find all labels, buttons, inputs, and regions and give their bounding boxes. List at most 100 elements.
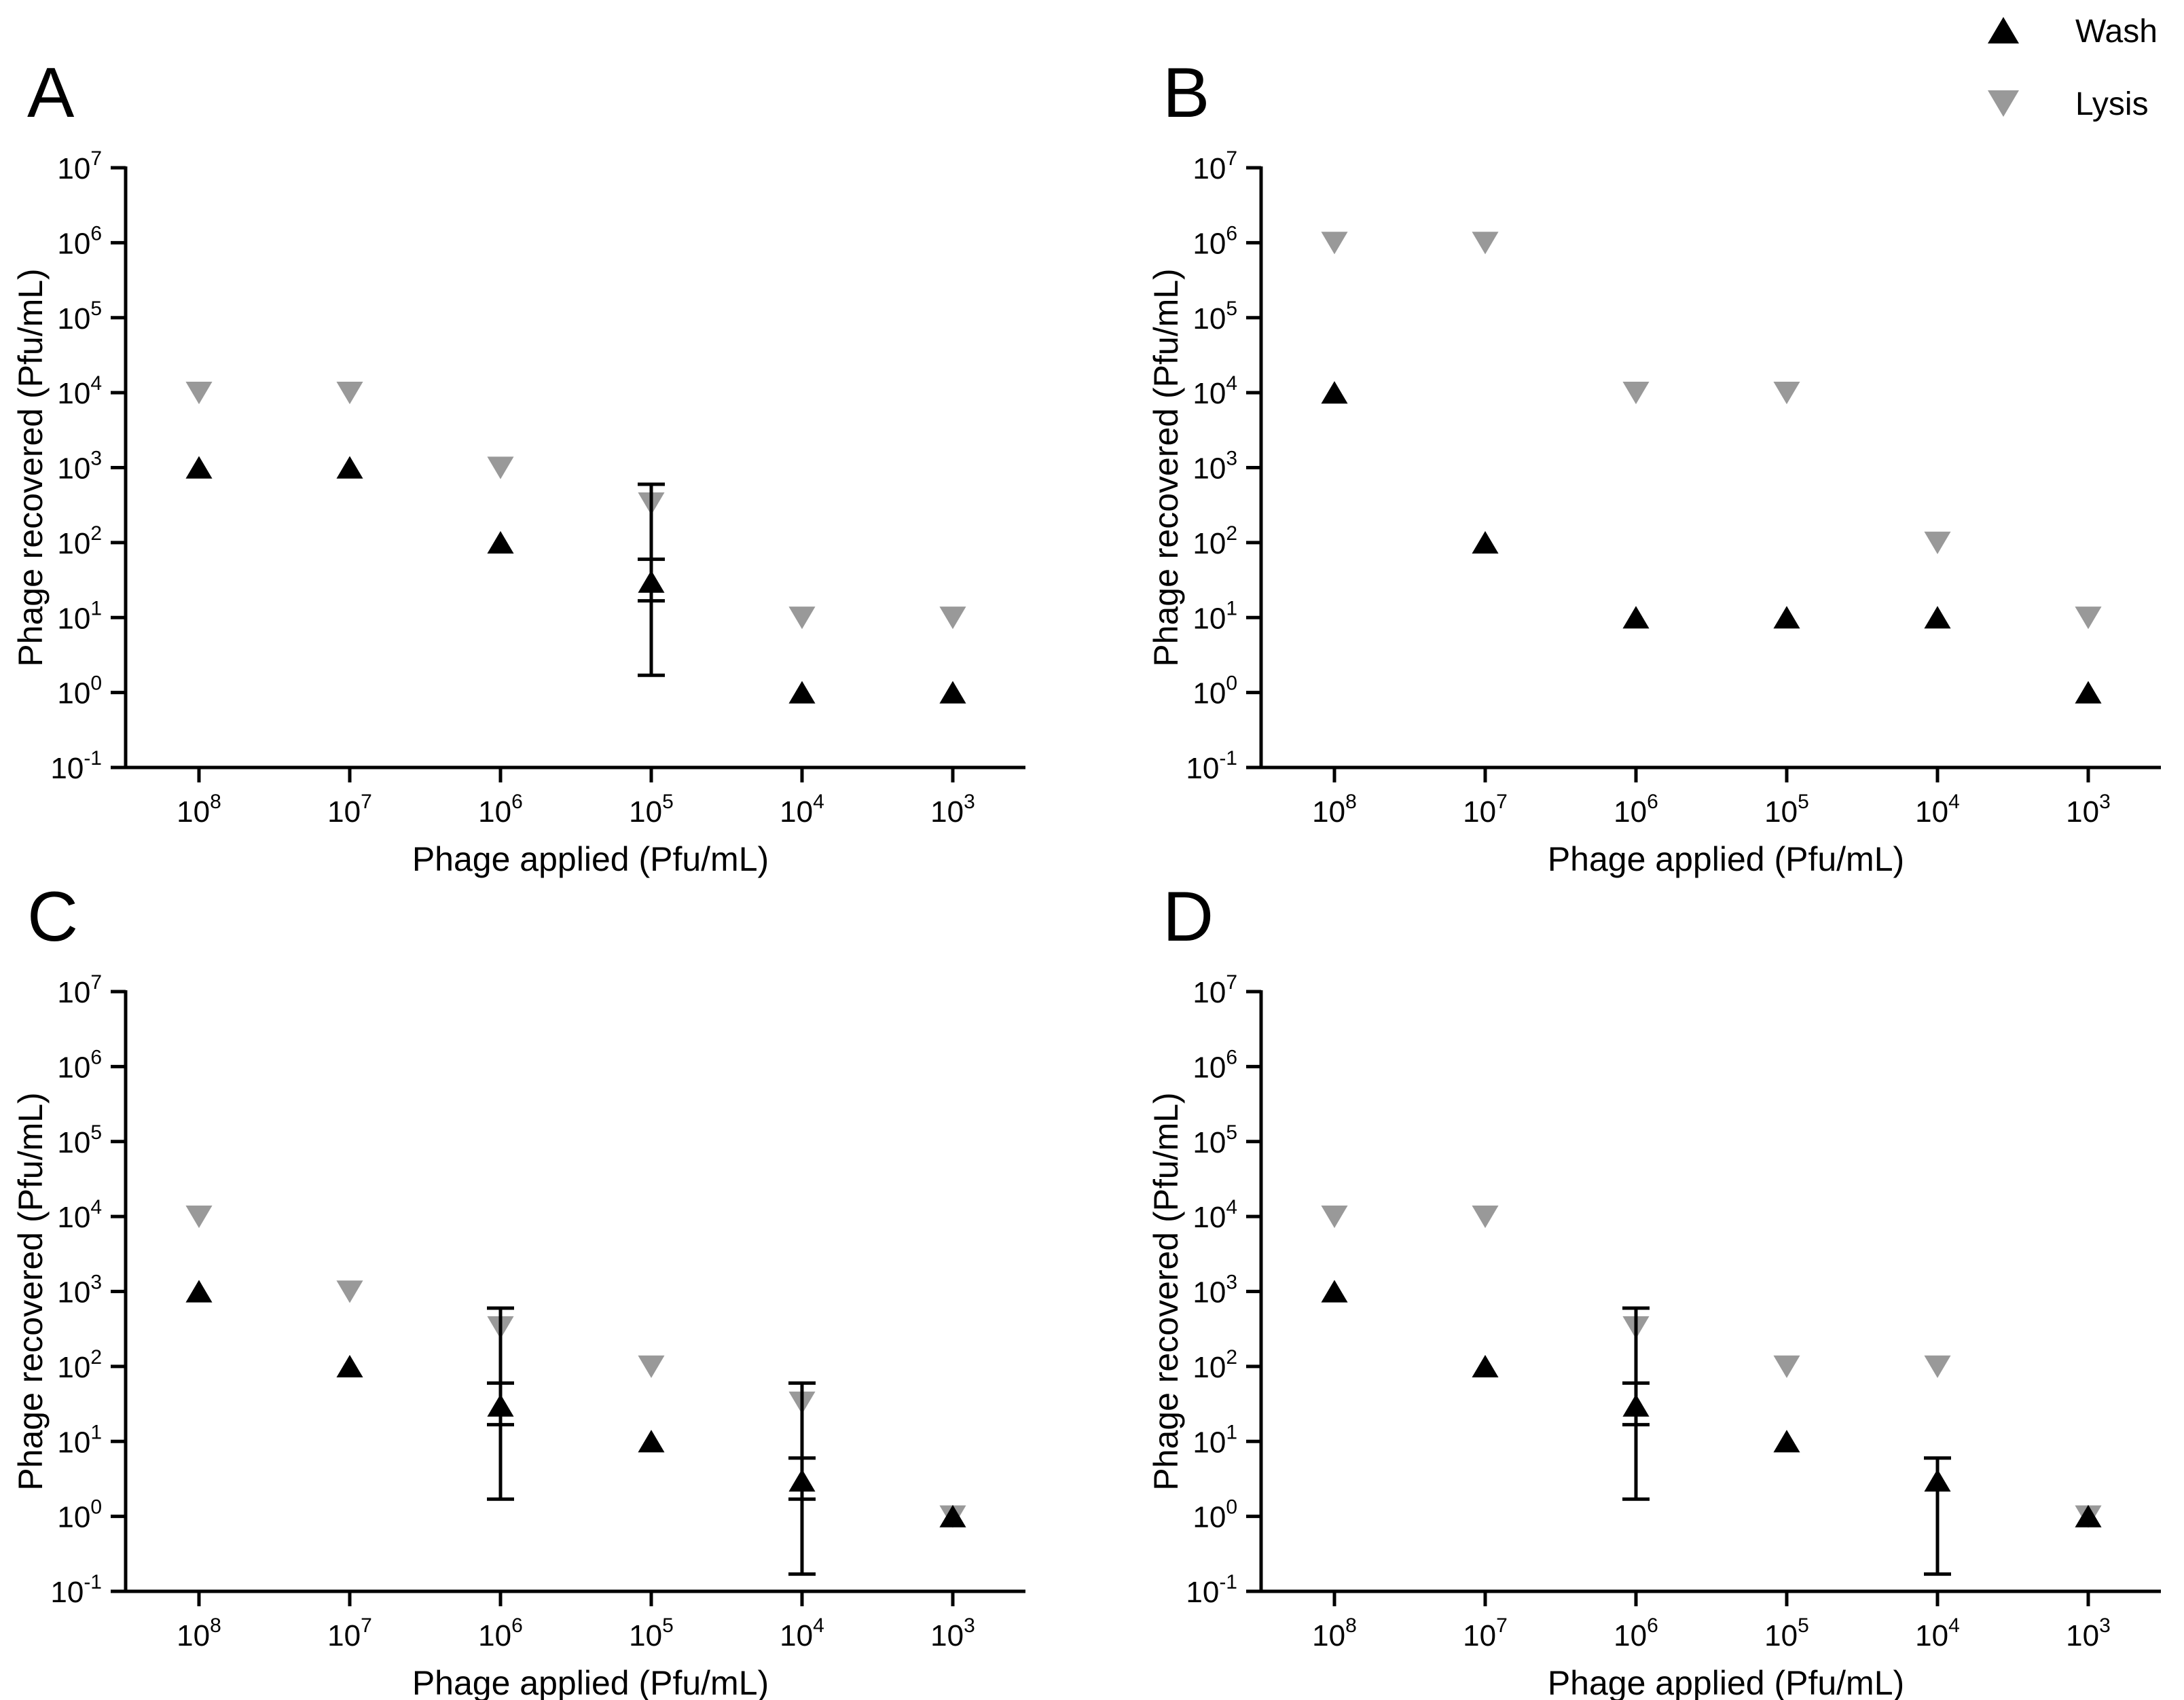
x-tick-base: 10: [2066, 795, 2099, 829]
y-tick-exp: 2: [1226, 522, 1237, 545]
x-tick-base: 10: [177, 1619, 210, 1652]
x-tick-exp: 4: [1948, 1614, 1960, 1637]
x-tick-label: 108: [177, 791, 221, 829]
y-tick-exp: 7: [90, 147, 102, 170]
x-tick-exp: 8: [210, 1614, 221, 1637]
wash-point: [1924, 606, 1951, 629]
y-tick-exp: 2: [1226, 1346, 1237, 1369]
wash-point: [1472, 530, 1499, 554]
x-tick-exp: 3: [2099, 1614, 2111, 1637]
y-tick-label: 101: [57, 1421, 102, 1459]
lysis-point: [1773, 381, 1800, 405]
x-axis-title: Phage applied (Pfu/mL): [412, 1664, 769, 1700]
x-tick-exp: 5: [662, 1614, 674, 1637]
x-tick-base: 10: [1312, 1619, 1345, 1652]
x-tick-label: 103: [2066, 791, 2111, 829]
y-tick-exp: 0: [1226, 672, 1237, 695]
y-tick-base: 10: [1193, 452, 1226, 486]
x-tick-label: 105: [629, 791, 674, 829]
y-axis-title: Phage recovered (Pfu/mL): [12, 1092, 50, 1490]
y-tick-base: 10: [57, 377, 90, 410]
x-tick-exp: 5: [662, 791, 674, 813]
lysis-point: [939, 607, 966, 630]
y-tick-base: 10: [1193, 1351, 1226, 1384]
y-tick-base: 10: [57, 602, 90, 635]
wash-error-bar: [788, 1456, 816, 1576]
x-tick-base: 10: [478, 1619, 511, 1652]
y-tick-label: 103: [57, 1271, 102, 1309]
wash-error-bar: [1622, 1381, 1650, 1501]
panel-label: A: [27, 54, 75, 132]
x-tick-base: 10: [1764, 1619, 1798, 1652]
y-tick-exp: 2: [90, 1346, 102, 1369]
y-tick-exp: 1: [1226, 1421, 1237, 1443]
wash-point: [336, 1354, 363, 1378]
x-tick-label: 104: [1915, 791, 1960, 829]
x-tick-exp: 5: [1798, 1614, 1809, 1637]
y-tick-label: 102: [57, 1346, 102, 1384]
y-tick-base: 10: [57, 452, 90, 486]
y-tick-exp: 0: [90, 672, 102, 695]
wash-point: [939, 681, 966, 704]
y-tick-label: 101: [1193, 597, 1237, 635]
x-tick-label: 105: [1764, 791, 1809, 829]
y-tick-base: 10: [57, 1276, 90, 1309]
y-tick-label: 100: [57, 672, 102, 710]
x-tick-exp: 7: [1496, 791, 1508, 813]
x-tick-base: 10: [930, 795, 964, 829]
wash-point: [1321, 1280, 1348, 1303]
x-tick-label: 107: [327, 791, 372, 829]
y-tick-base: 10: [1193, 1126, 1226, 1159]
wash-point: [1773, 1430, 1800, 1453]
y-tick-base: 10: [57, 1501, 90, 1534]
y-tick-label: 103: [1193, 448, 1237, 486]
y-tick-label: 106: [57, 1046, 102, 1084]
legend-label-wash: Wash: [2075, 14, 2158, 50]
x-tick-exp: 8: [1345, 1614, 1357, 1637]
lysis-point: [336, 381, 363, 405]
y-tick-exp: 6: [90, 1046, 102, 1068]
wash-point: [185, 1280, 213, 1303]
lysis-point: [1773, 1355, 1800, 1378]
y-tick-label: 105: [1193, 297, 1237, 336]
y-tick-label: 106: [57, 222, 102, 260]
y-tick-base: 10: [1193, 976, 1226, 1009]
y-tick-base: 10: [57, 302, 90, 336]
y-tick-base: 10: [57, 1351, 90, 1384]
wash-point: [1773, 606, 1800, 629]
y-tick-base: 10: [1186, 1576, 1219, 1609]
y-tick-exp: 5: [1226, 297, 1237, 320]
wash-point: [1321, 381, 1348, 404]
y-tick-exp: 1: [90, 597, 102, 619]
y-tick-label: 105: [1193, 1121, 1237, 1159]
y-tick-label: 10-1: [1186, 747, 1237, 785]
wash-point: [185, 456, 213, 479]
y-tick-base: 10: [1193, 677, 1226, 710]
y-tick-label: 106: [1193, 222, 1237, 260]
y-tick-label: 104: [1193, 372, 1237, 410]
x-tick-exp: 7: [1496, 1614, 1508, 1637]
y-tick-label: 102: [1193, 522, 1237, 560]
y-tick-label: 101: [1193, 1421, 1237, 1459]
wash-point: [2075, 681, 2102, 704]
x-tick-label: 107: [1463, 791, 1508, 829]
lysis-point: [185, 381, 213, 405]
lysis-point: [336, 1280, 363, 1303]
legend-marker-wash: [1988, 17, 2019, 43]
wash-point: [336, 456, 363, 479]
y-tick-exp: 5: [90, 1121, 102, 1144]
x-tick-exp: 6: [1647, 1614, 1658, 1637]
y-tick-label: 104: [57, 372, 102, 410]
wash-point: [487, 530, 514, 554]
y-tick-base: 10: [1186, 752, 1219, 785]
wash-point: [788, 681, 816, 704]
y-tick-base: 10: [1193, 527, 1226, 560]
y-tick-label: 107: [1193, 971, 1237, 1009]
x-tick-base: 10: [1463, 795, 1496, 829]
y-tick-exp: 1: [90, 1421, 102, 1443]
wash-point: [939, 1504, 966, 1527]
y-tick-base: 10: [1193, 1501, 1226, 1534]
